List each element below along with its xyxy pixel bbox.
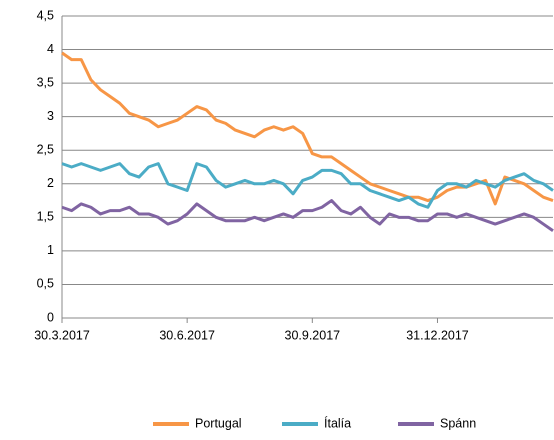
x-tick-label: 31.12.2017 — [406, 328, 469, 342]
y-tick-label: 4 — [47, 42, 54, 56]
series-line — [61, 199, 554, 232]
y-tick-label: 3,5 — [37, 75, 54, 89]
y-tick-label: 2 — [47, 176, 54, 190]
series-line — [61, 162, 554, 209]
x-tick-label: 30.6.2017 — [159, 328, 215, 342]
legend-label: Ítalía — [324, 415, 351, 430]
y-tick-label: 0,5 — [37, 277, 54, 291]
x-tick-label: 30.9.2017 — [285, 328, 341, 342]
y-tick-label: 3 — [47, 109, 54, 123]
legend-label: Spánn — [440, 416, 476, 430]
y-tick-label: 1 — [47, 243, 54, 257]
y-tick-label: 4,5 — [37, 8, 54, 22]
x-tick-label: 30.3.2017 — [34, 328, 90, 342]
y-tick-label: 1,5 — [37, 210, 54, 224]
y-tick-label: 0 — [47, 310, 54, 324]
legend-label: Portugal — [195, 416, 242, 430]
y-tick-label: 2,5 — [37, 143, 54, 157]
